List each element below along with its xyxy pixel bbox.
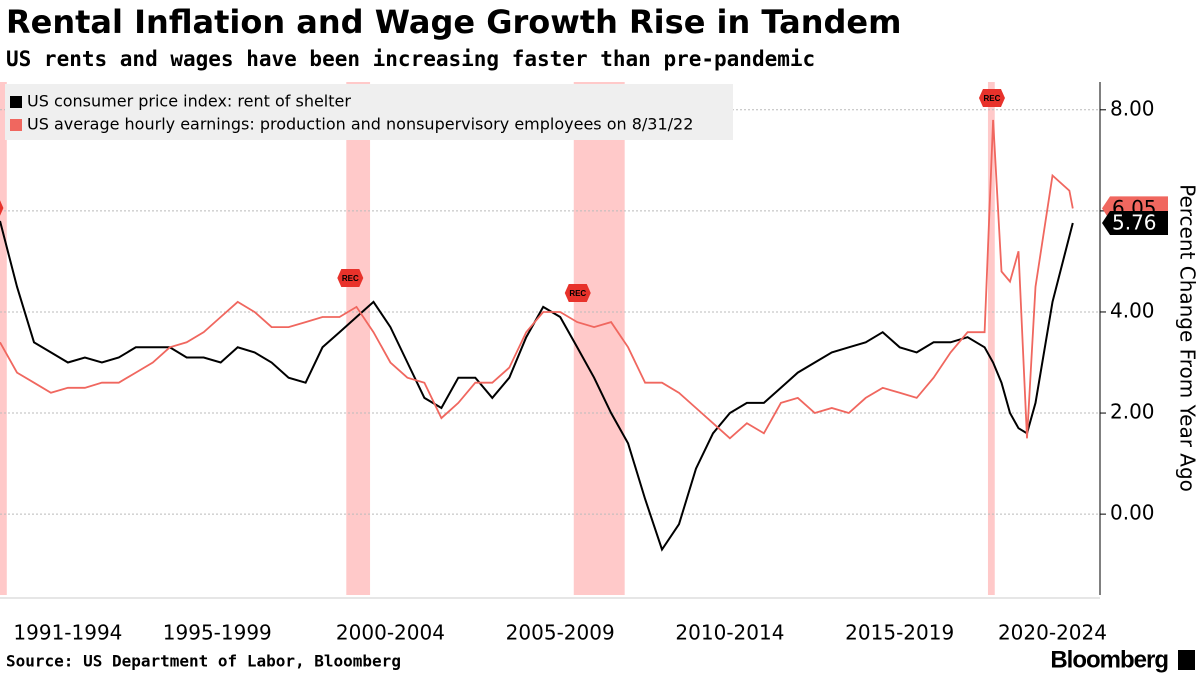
recession-badge — [564, 284, 591, 302]
y-tick-label: 2.00 — [1110, 400, 1155, 424]
legend-label: US average hourly earnings: production a… — [27, 115, 693, 134]
recession-badge — [0, 200, 4, 216]
x-tick-label: 1995-1999 — [163, 621, 272, 645]
source: Source: US Department of Labor, Bloomber… — [6, 652, 401, 671]
last-value-label: 5.76 — [1112, 211, 1157, 235]
recession-band — [0, 82, 7, 595]
y-axis-label: Percent Change From Year Ago — [1176, 184, 1200, 492]
x-tick-label: 2020-2024 — [998, 621, 1107, 645]
series-line — [0, 119, 1074, 440]
x-tick-label: 2005-2009 — [506, 621, 615, 645]
recession-badge — [337, 269, 364, 287]
y-tick-label: 4.00 — [1110, 298, 1155, 322]
recession-badge — [978, 89, 1005, 107]
brand-icon — [1178, 650, 1195, 670]
y-tick-label: 0.00 — [1110, 501, 1155, 525]
recession-badge-label: REC — [984, 94, 1001, 103]
last-value-tag — [1102, 211, 1168, 236]
series-line — [0, 220, 1074, 552]
x-tick-label: 1991-1994 — [13, 621, 122, 645]
x-tick-label: 2000-2004 — [336, 621, 445, 645]
recession-band — [346, 82, 371, 595]
x-tick-label: 2010-2014 — [675, 621, 784, 645]
recession-band — [987, 82, 995, 595]
recession-band — [573, 82, 625, 595]
y-tick-label: 8.00 — [1110, 96, 1155, 120]
chart-subtitle: US rents and wages have been increasing … — [6, 47, 815, 71]
recession-badge-label: REC — [342, 274, 359, 283]
legend-label: US consumer price index: rent of shelter — [27, 92, 351, 111]
brand: Bloomberg — [1050, 646, 1168, 673]
x-tick-label: 2015-2019 — [845, 621, 954, 645]
legend-box — [5, 84, 733, 140]
recession-badge-label: REC — [569, 289, 586, 298]
chart-title: Rental Inflation and Wage Growth Rise in… — [6, 3, 901, 41]
legend-swatch — [10, 96, 22, 108]
legend-swatch — [10, 119, 22, 131]
